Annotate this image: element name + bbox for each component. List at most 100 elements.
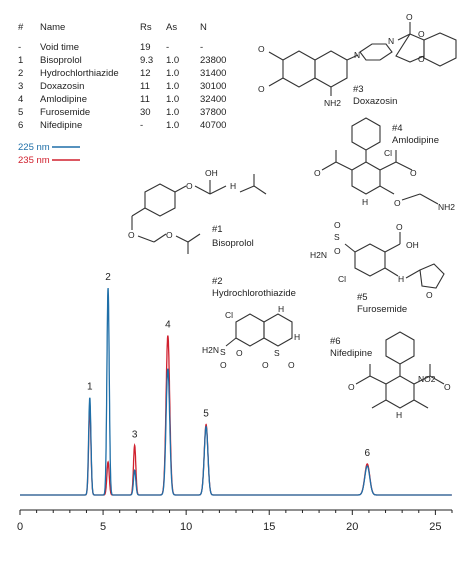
bond bbox=[174, 185, 187, 193]
table-cell: - bbox=[166, 42, 169, 53]
atom-o-biso-1: O bbox=[186, 181, 193, 191]
atom-nh-amlodipine: H bbox=[362, 197, 368, 207]
atom-o-dioxane-1: O bbox=[418, 29, 425, 39]
bond bbox=[346, 54, 359, 61]
atom-o-nife-2: O bbox=[444, 382, 451, 392]
table-cell: Bisoprolol bbox=[40, 55, 82, 66]
atom-n-doxazosin-2: N bbox=[388, 36, 394, 46]
atom-oh-furo: OH bbox=[406, 240, 419, 250]
table-cell: 31400 bbox=[200, 68, 226, 79]
atom-cl-amlodipine: Cl bbox=[384, 148, 392, 158]
table-cell: 6 bbox=[18, 120, 23, 131]
atom-o-biso-3: O bbox=[166, 230, 173, 240]
table-cell: 1.0 bbox=[166, 55, 179, 66]
compound-number-4: #4 bbox=[392, 123, 403, 134]
table-cell: Nifedipine bbox=[40, 120, 82, 131]
atom-o-doxazosin-1: O bbox=[258, 44, 265, 54]
atom-o-furo-1: O bbox=[334, 220, 341, 230]
bond bbox=[359, 43, 393, 61]
compound-name-5: Furosemide bbox=[357, 304, 407, 315]
peak-labels: 1 2 3 4 5 6 bbox=[87, 272, 370, 459]
bond bbox=[209, 185, 227, 195]
table-cell: 1.0 bbox=[166, 94, 179, 105]
bond bbox=[413, 399, 429, 409]
bond bbox=[355, 375, 371, 385]
atom-nh-nifedipine: H bbox=[396, 410, 402, 420]
structure-furosemide: S H2N O O O OH Cl H O #5 Furosemide bbox=[310, 220, 445, 315]
atom-nh-furo: H bbox=[398, 274, 404, 284]
table-cell: - bbox=[140, 120, 143, 131]
atom-o-furo-2: O bbox=[334, 246, 341, 256]
atom-o-furo-3: O bbox=[396, 222, 403, 232]
col-header-rs: Rs bbox=[140, 22, 152, 33]
atom-cl-hctz: Cl bbox=[225, 310, 233, 320]
table-cell: 4 bbox=[18, 94, 23, 105]
bond bbox=[369, 375, 387, 385]
table-cell: 2 bbox=[18, 68, 23, 79]
bond bbox=[401, 193, 421, 201]
col-header-name: Name bbox=[40, 22, 65, 33]
bond bbox=[397, 33, 411, 41]
structure-amlodipine: Cl H O O O NH2 #4 Amlodipine bbox=[314, 117, 455, 212]
x-axis-ticks: 0 5 10 15 20 25 bbox=[17, 510, 453, 533]
bond bbox=[153, 233, 167, 243]
table-cell: - bbox=[18, 42, 21, 53]
compound-number-3: #3 bbox=[353, 84, 364, 95]
atom-nh2-doxazosin: NH2 bbox=[324, 98, 341, 108]
x-tick-label: 0 bbox=[17, 521, 23, 533]
legend-label-225: 225 nm bbox=[18, 142, 50, 153]
bond bbox=[419, 263, 445, 289]
atom-o-hctz-1: O bbox=[220, 360, 227, 370]
peak-label: 2 bbox=[105, 272, 111, 283]
compound-number-6: #6 bbox=[330, 336, 341, 347]
table-cell: 5 bbox=[18, 107, 23, 118]
table-cell: 3 bbox=[18, 81, 23, 92]
peak-label: 1 bbox=[87, 382, 93, 393]
peak-label: 5 bbox=[203, 409, 209, 420]
bond bbox=[282, 50, 316, 88]
bond bbox=[268, 51, 284, 61]
atom-nh2-amlodipine: NH2 bbox=[438, 202, 455, 212]
table-cell: 40700 bbox=[200, 120, 226, 131]
x-tick-label: 10 bbox=[180, 521, 192, 533]
bond bbox=[423, 32, 457, 67]
table-cell: Hydrochlorthiazide bbox=[40, 68, 119, 79]
compound-name-4: Amlodipine bbox=[392, 135, 439, 146]
structure-hydrochlorothiazide: #2 Hydrochlorothiazide Cl H H S S H2N O … bbox=[202, 276, 300, 370]
bond bbox=[379, 161, 397, 171]
compound-name-3: Doxazosin bbox=[353, 96, 397, 107]
bond bbox=[335, 161, 353, 171]
col-header-num: # bbox=[18, 22, 24, 33]
table-cell: 37800 bbox=[200, 107, 226, 118]
atom-s-furo: S bbox=[334, 232, 340, 242]
col-header-as: As bbox=[166, 22, 177, 33]
table-cell: 11 bbox=[140, 94, 150, 105]
table-cell: Void time bbox=[40, 42, 79, 53]
x-tick-label: 25 bbox=[429, 521, 441, 533]
table-cell: 9.3 bbox=[140, 55, 153, 66]
atom-nh-hctz-2: H bbox=[294, 332, 300, 342]
bond bbox=[321, 161, 337, 171]
atom-o-amlo-2: O bbox=[410, 168, 417, 178]
table-cell: 1.0 bbox=[166, 107, 179, 118]
peak-label: 4 bbox=[165, 320, 171, 331]
bond bbox=[175, 235, 189, 243]
bond bbox=[225, 337, 237, 347]
peak-label: 6 bbox=[364, 448, 370, 459]
bond bbox=[187, 233, 201, 243]
legend-label-235: 235 nm bbox=[18, 155, 50, 166]
atom-o-furan: O bbox=[426, 290, 433, 300]
atom-s-hctz-2: S bbox=[220, 347, 226, 357]
compound-name-2: Hydrochlorothiazide bbox=[212, 288, 296, 299]
bond bbox=[344, 243, 356, 253]
table-cell: 30100 bbox=[200, 81, 226, 92]
peak-label: 3 bbox=[132, 429, 138, 440]
atom-o-hctz-3: O bbox=[262, 360, 269, 370]
x-tick-label: 5 bbox=[100, 521, 106, 533]
atom-h2n-hctz: H2N bbox=[202, 345, 219, 355]
bond bbox=[144, 183, 176, 217]
bond bbox=[419, 193, 439, 205]
bond bbox=[384, 243, 401, 253]
x-tick-label: 20 bbox=[346, 521, 358, 533]
